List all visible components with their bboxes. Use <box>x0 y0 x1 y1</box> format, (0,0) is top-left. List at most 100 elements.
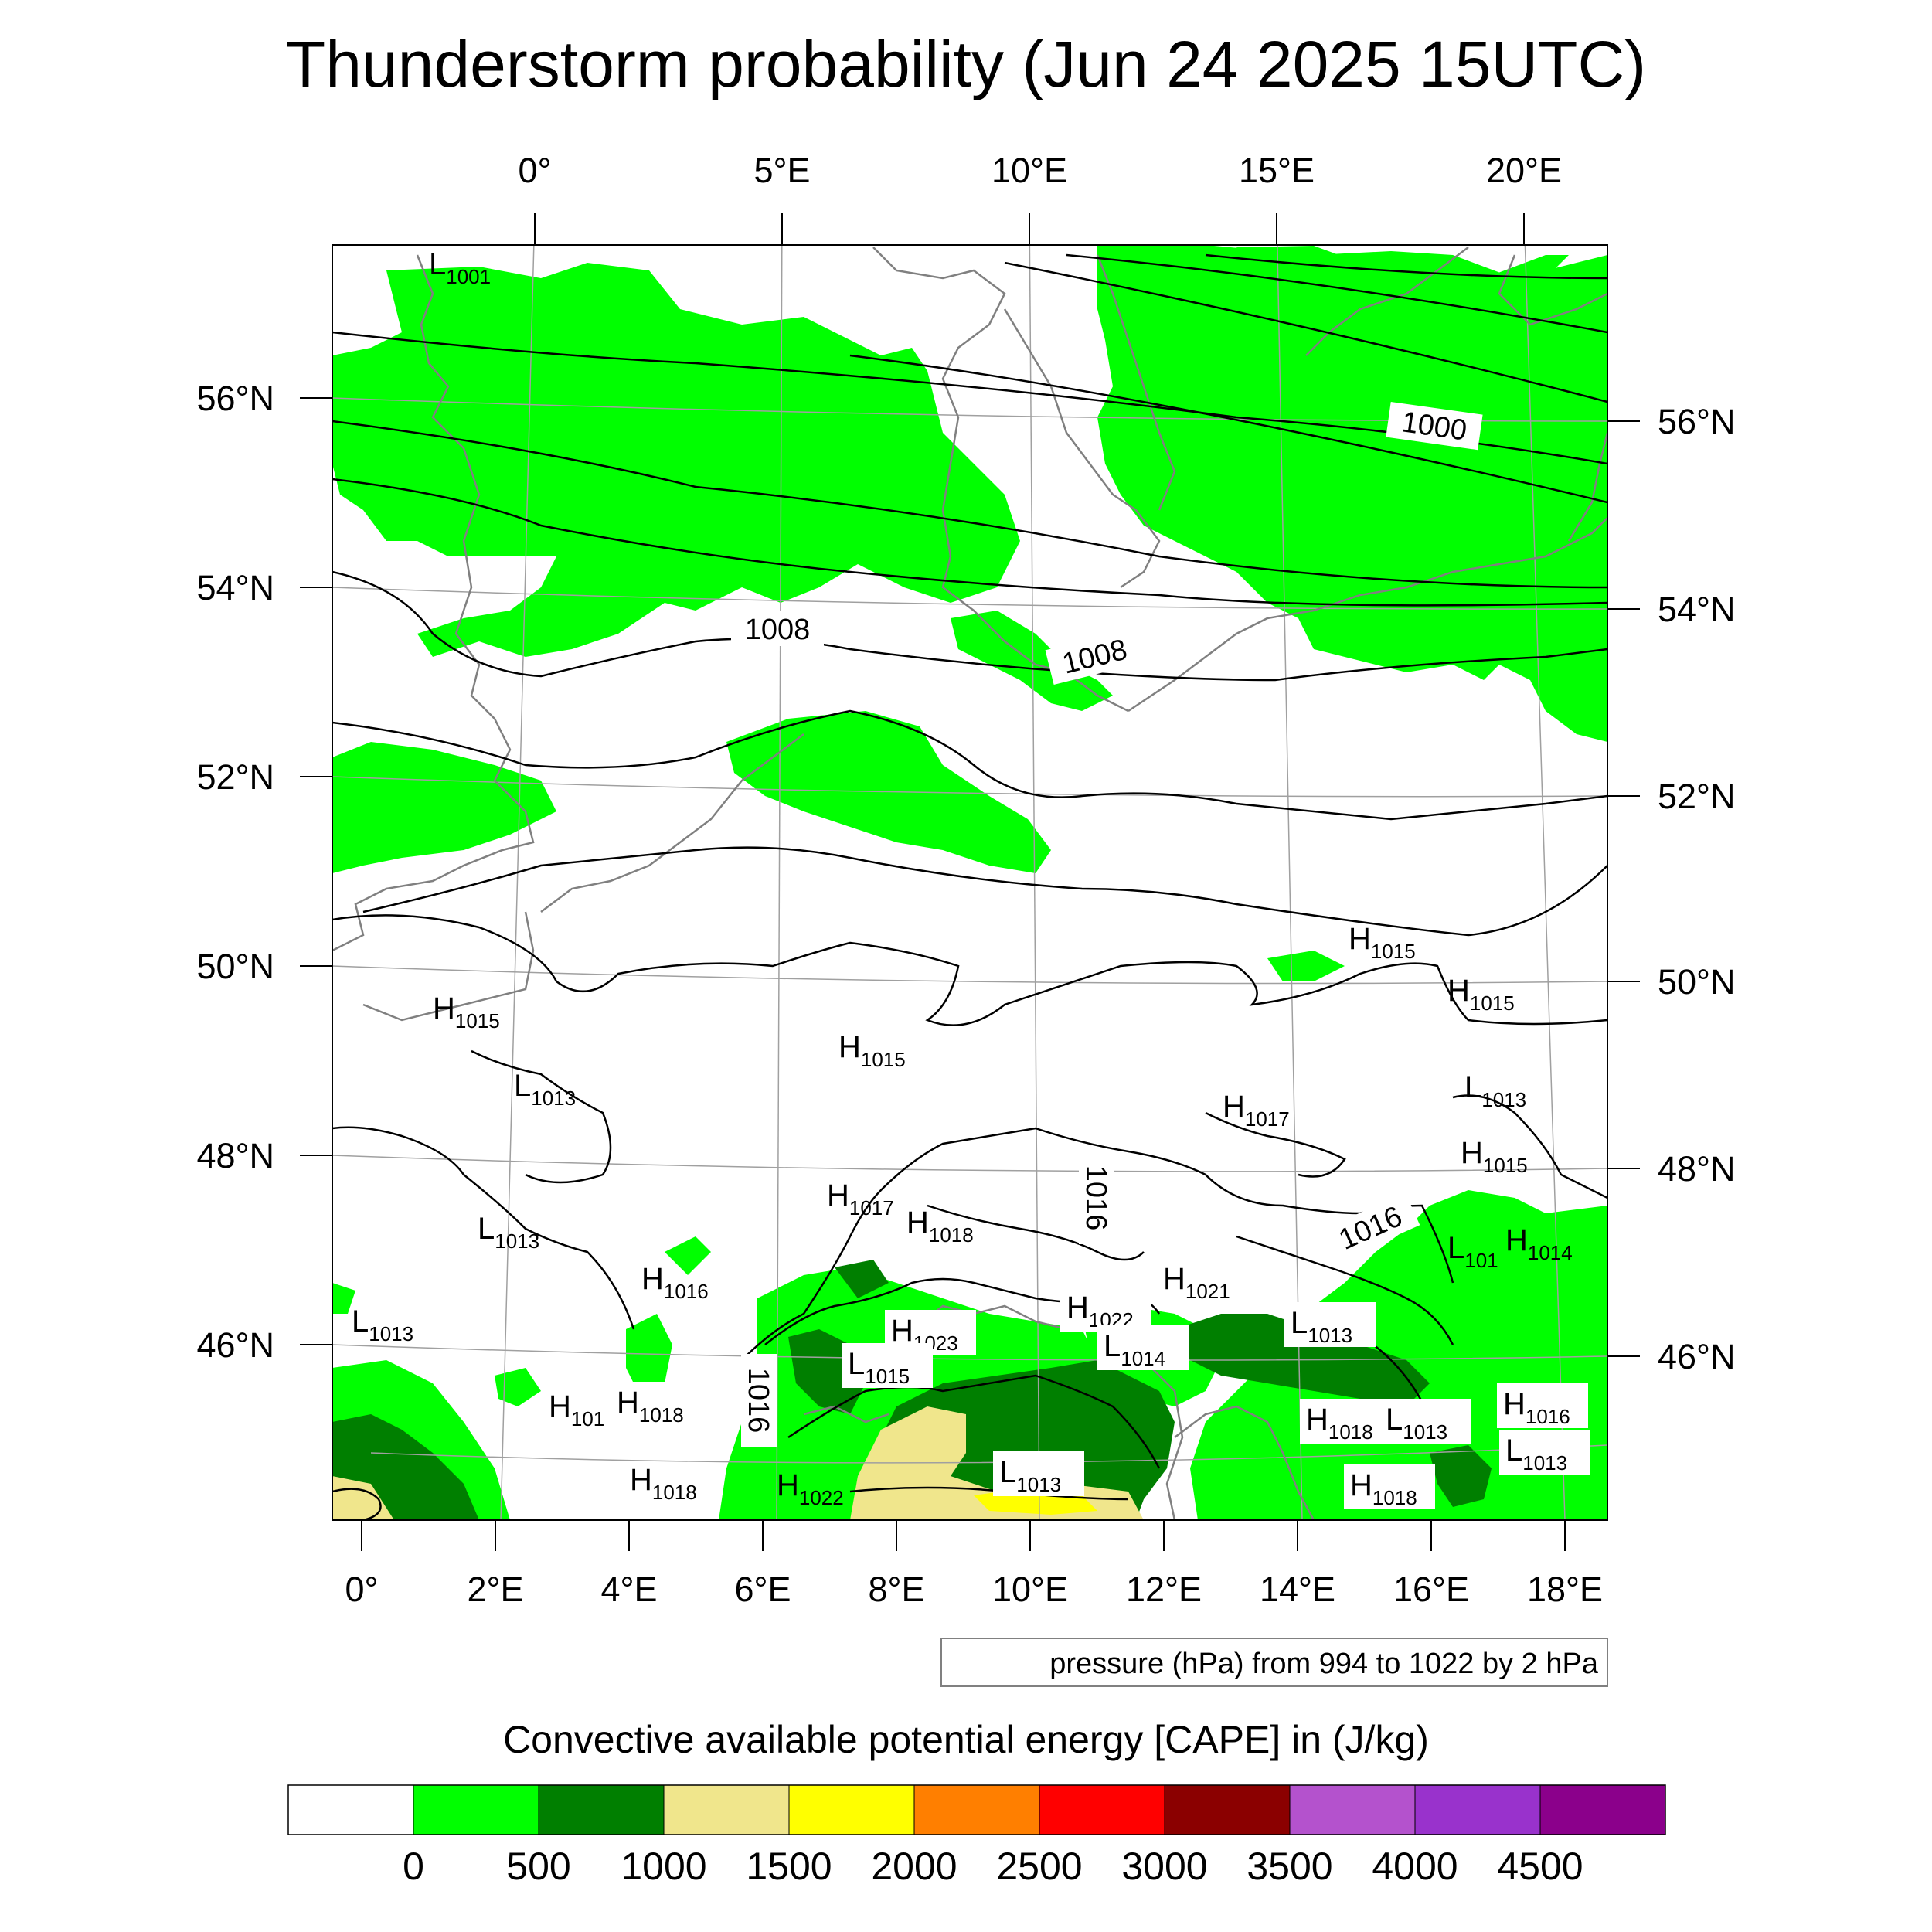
pressure-center-label: L101 <box>1447 1231 1498 1272</box>
pressure-center-value: 1016 <box>1526 1405 1570 1428</box>
isobar-label-1016-alps: 1016 <box>1080 1165 1112 1231</box>
pressure-center-label: H1022 <box>777 1468 844 1509</box>
pressure-center-value: 1013 <box>1016 1473 1061 1496</box>
isobar-1014-b <box>332 1126 635 1330</box>
colorbar-box <box>1289 1784 1416 1835</box>
pressure-center-value: 1018 <box>639 1403 684 1427</box>
pressure-center-label: L1013 <box>1386 1403 1447 1444</box>
pressure-center-label: H1018 <box>1306 1403 1373 1444</box>
pressure-center-value: 1013 <box>495 1230 539 1253</box>
pressure-center-value: 1015 <box>455 1009 500 1032</box>
bottom-lon-label: 8°E <box>868 1570 924 1609</box>
pressure-center-value: 1013 <box>1522 1451 1567 1475</box>
right-lat-label: 50°N <box>1658 962 1736 1002</box>
pressure-center-kind: L <box>1386 1403 1403 1437</box>
pressure-note-text: pressure (hPa) from 994 to 1022 by 2 hPa <box>1049 1648 1599 1680</box>
map-frame <box>332 244 1608 1521</box>
colorbar-tick-label: 3500 <box>1247 1845 1332 1888</box>
pressure-center-kind: L <box>352 1304 369 1338</box>
isobar-1014-c <box>471 1049 612 1184</box>
pressure-center-kind: L <box>429 247 446 281</box>
pressure-center-low: L1001 <box>429 247 491 288</box>
right-lat-label: 46°N <box>1658 1337 1736 1376</box>
isobar-1004-b <box>849 354 1607 504</box>
pressure-center-kind: H <box>1350 1468 1372 1502</box>
axis-labels: 0° 5°E 10°E 15°E 20°E 0° 2°E 4°E 6°E 8°E… <box>196 151 1735 1609</box>
pressure-center-background <box>1097 1325 1189 1370</box>
isobar-label-1016-west: 1016 <box>742 1368 774 1434</box>
pressure-center-kind: H <box>1505 1223 1528 1257</box>
pressure-center-label: H1018 <box>906 1206 974 1247</box>
pressure-center-label: H1015 <box>433 992 500 1032</box>
bottom-lon-label: 4°E <box>600 1570 657 1609</box>
pressure-center-kind: L <box>1505 1434 1522 1468</box>
pressure-center-background <box>1497 1383 1588 1428</box>
cape-region-1000-1500 <box>332 1406 1144 1520</box>
pressure-center-kind: L <box>999 1455 1016 1489</box>
isobar-labels: 1000 1008 1008 1016 1016 <box>731 401 1483 1447</box>
pressure-center-high: H1015 <box>838 1030 906 1071</box>
pressure-center-kind: H <box>641 1262 664 1296</box>
pressure-center-kind: L <box>848 1347 865 1381</box>
pressure-center-value: 1021 <box>1185 1280 1230 1303</box>
pressure-center-low: L1013 <box>1379 1399 1471 1444</box>
bottom-lon-label: 2°E <box>467 1570 523 1609</box>
map-title: Thunderstorm probability (Jun 24 2025 15… <box>286 28 1646 100</box>
pressure-center-label: H1015 <box>1349 922 1416 963</box>
top-lon-label: 15°E <box>1239 151 1315 190</box>
colorbar-frame <box>287 1784 1666 1835</box>
pressure-center-value: 1001 <box>446 265 491 288</box>
colorbar-box <box>1414 1784 1541 1835</box>
pressure-center-background <box>993 1451 1084 1496</box>
isobar-1020-b <box>332 1488 382 1520</box>
colorbar-tick-label: 1500 <box>746 1845 832 1888</box>
isobar-1016-e <box>1236 1235 1454 1345</box>
pressure-center-kind: H <box>1349 922 1371 956</box>
pressure-center-label: H1015 <box>1447 974 1515 1015</box>
pressure-center-label: H1017 <box>1223 1090 1290 1131</box>
pressure-center-high: H101 <box>549 1389 604 1430</box>
pressure-center-kind: H <box>1503 1387 1526 1421</box>
isobar-1014 <box>332 914 1607 1026</box>
pressure-center-high: H1017 <box>827 1179 894 1219</box>
top-lon-label: 10°E <box>992 151 1067 190</box>
left-lat-label: 52°N <box>196 757 274 797</box>
pressure-center-low: L101 <box>1447 1231 1498 1272</box>
pressure-center-kind: H <box>1306 1403 1328 1437</box>
pressure-center-kind: H <box>838 1030 861 1064</box>
left-lat-label: 54°N <box>196 568 274 607</box>
pressure-center-low: L1013 <box>1284 1302 1376 1347</box>
pressure-center-high: H1017 <box>1223 1090 1290 1131</box>
pressure-center-value: 1013 <box>369 1322 413 1345</box>
pressure-center-value: 1014 <box>1121 1347 1165 1370</box>
pressure-center-label: L1013 <box>1505 1434 1567 1475</box>
pressure-center-background <box>1060 1287 1151 1332</box>
left-lat-label: 56°N <box>196 379 274 418</box>
bottom-lon-label: 0° <box>345 1570 378 1609</box>
bottom-lon-label: 18°E <box>1527 1570 1603 1609</box>
pressure-center-kind: L <box>514 1069 531 1103</box>
colorbar-title: Convective available potential energy [C… <box>503 1718 1429 1761</box>
colorbar-boxes <box>287 1784 1666 1835</box>
pressure-center-background <box>1379 1399 1471 1444</box>
pressure-center-label: L1013 <box>352 1304 413 1345</box>
pressure-center-label: H1021 <box>1163 1262 1230 1303</box>
pressure-center-kind: L <box>1291 1306 1308 1340</box>
colorbar-tick-labels: 0 500 1000 1500 2000 2500 3000 3500 4000 4500 <box>403 1845 1583 1888</box>
colorbar-tick-label: 500 <box>506 1845 570 1888</box>
pressure-center-label: L1015 <box>848 1347 910 1388</box>
cape-colorbar: Convective available potential energy [C… <box>287 1718 1666 1888</box>
pressure-center-value: 1022 <box>799 1486 844 1509</box>
pressure-center-low: L1013 <box>514 1069 576 1110</box>
pressure-center-value: 1018 <box>929 1223 974 1247</box>
pressure-center-value: 1013 <box>1403 1420 1447 1444</box>
pressure-center-background <box>1300 1399 1391 1444</box>
isobar-1000 <box>1066 253 1607 334</box>
pressure-center-high: H1015 <box>1349 922 1416 963</box>
pressure-center-high: H1015 <box>1461 1136 1528 1177</box>
colorbar-box <box>287 1784 414 1835</box>
pressure-center-value: 1018 <box>1372 1486 1417 1509</box>
pressure-center-value: 1018 <box>652 1481 697 1504</box>
top-lon-label: 5°E <box>753 151 810 190</box>
